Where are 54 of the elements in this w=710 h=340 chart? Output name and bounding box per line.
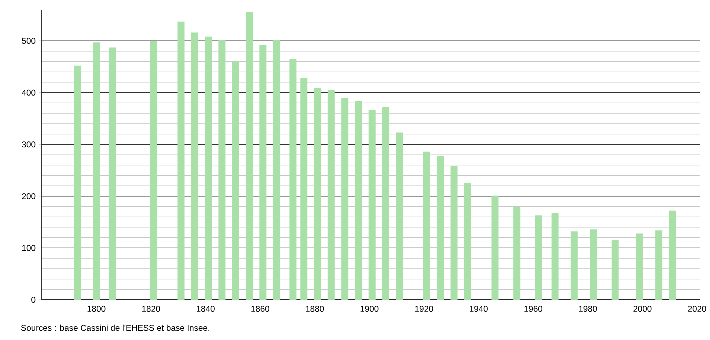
y-tick-label: 500 (22, 38, 36, 44)
bar (342, 98, 349, 300)
source-note: Sources : base Cassini de l'EHESS et base Insee. (21, 324, 210, 332)
bar (514, 207, 521, 300)
bar (232, 61, 240, 300)
bar (273, 40, 280, 300)
bar (178, 22, 185, 300)
bar (150, 41, 158, 300)
bar (590, 230, 598, 300)
x-tick-label: 1920 (415, 306, 434, 312)
bar (93, 42, 100, 300)
x-tick-label: 1880 (306, 306, 324, 312)
x-tick-label: 1820 (142, 306, 160, 312)
x-tick-label: 1940 (470, 306, 488, 312)
x-tick-label: 2000 (634, 306, 652, 312)
bar (656, 230, 663, 300)
bar (109, 48, 116, 300)
bar (205, 36, 212, 300)
bar (246, 12, 254, 300)
bar (218, 40, 226, 300)
bar (450, 166, 458, 300)
bar (290, 59, 297, 300)
bar (636, 234, 644, 300)
bar (669, 210, 676, 300)
x-tick-label: 1840 (197, 306, 215, 312)
x-tick-label: 1960 (524, 306, 543, 312)
bar (314, 88, 322, 300)
bar (423, 152, 430, 300)
bar (355, 101, 362, 300)
bar (535, 216, 542, 300)
y-tick-label: 100 (22, 245, 36, 252)
y-tick-label: 400 (22, 90, 36, 96)
bar (260, 45, 267, 300)
x-tick-label: 2020 (688, 306, 706, 312)
bar (382, 107, 390, 300)
bar (612, 240, 619, 300)
bar (437, 156, 444, 300)
x-tick-label: 1900 (360, 306, 379, 312)
y-tick-label: 0 (32, 297, 36, 303)
bar (396, 132, 404, 300)
bar (191, 32, 198, 300)
bar (328, 90, 335, 300)
bar (74, 66, 81, 300)
y-tick-label: 200 (22, 193, 36, 200)
bar (464, 183, 472, 300)
x-tick-label: 1860 (252, 306, 270, 312)
bar (368, 110, 376, 300)
y-tick-label: 300 (22, 142, 36, 148)
bar (552, 214, 559, 300)
x-tick-label: 1980 (579, 306, 598, 312)
x-tick-label: 1800 (88, 306, 106, 312)
bar (570, 232, 578, 300)
bar (492, 196, 499, 300)
bar (300, 78, 308, 300)
